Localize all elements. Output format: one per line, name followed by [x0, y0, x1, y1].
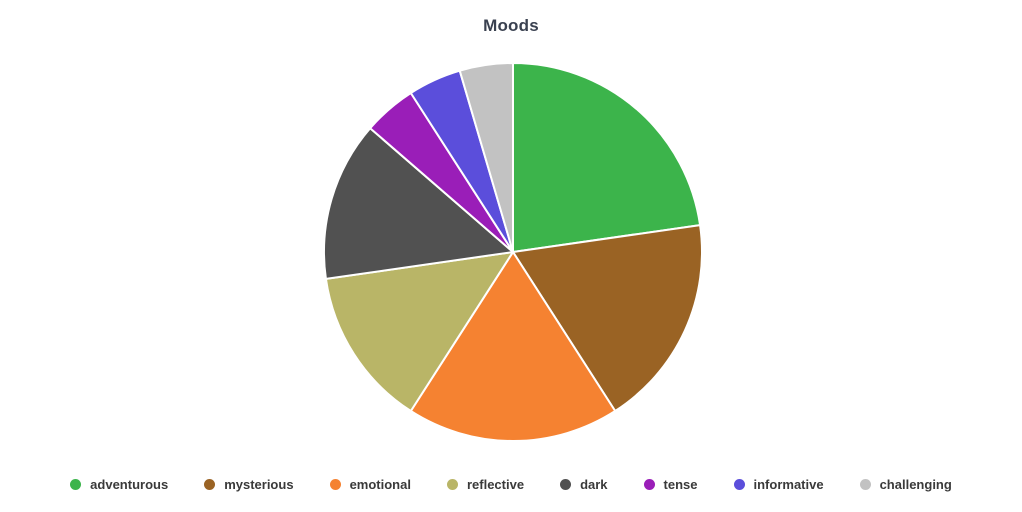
legend-label: challenging	[879, 477, 952, 492]
pie-slice-mysterious[interactable]	[512, 224, 703, 412]
chart-title: Moods	[483, 16, 539, 35]
legend-label: adventurous	[90, 477, 169, 492]
legend-dot-icon	[643, 479, 655, 490]
legend-item-tense[interactable]: tense	[643, 477, 698, 492]
legend-item-dark[interactable]: dark	[560, 477, 608, 492]
pie-slice-challenging[interactable]	[458, 62, 514, 253]
legend-item-challenging[interactable]: challenging	[859, 477, 952, 492]
legend-dot-icon	[446, 479, 458, 490]
legend-dot-icon	[329, 479, 341, 490]
pie-slice-emotional[interactable]	[409, 251, 617, 442]
legend-label: mysterious	[224, 477, 294, 492]
legend-item-adventurous[interactable]: adventurous	[70, 478, 168, 491]
legend-dot-icon	[204, 479, 216, 490]
legend-dot-icon	[733, 479, 745, 490]
legend-label: tense	[663, 477, 698, 492]
legend-label: emotional	[349, 477, 411, 492]
legend-label: reflective	[466, 477, 525, 492]
legend-item-mysterious[interactable]: mysterious	[204, 477, 294, 492]
legend-dot-icon	[70, 479, 82, 490]
legend-label: dark	[580, 477, 608, 492]
legend-label: informative	[753, 477, 824, 492]
chart-legend: adventurous mysterious emotional reflective…	[0, 478, 1022, 491]
legend-item-informative[interactable]: informative	[733, 477, 824, 492]
legend-dot-icon	[859, 479, 871, 490]
pie-chart	[323, 62, 703, 442]
legend-item-emotional[interactable]: emotional	[329, 477, 411, 492]
pie-slice-dark[interactable]	[323, 127, 514, 280]
legend-item-reflective[interactable]: reflective	[446, 477, 525, 492]
pie-slice-adventurous[interactable]	[512, 62, 702, 253]
legend-dot-icon	[560, 479, 572, 490]
pie-slice-reflective[interactable]	[324, 251, 514, 412]
